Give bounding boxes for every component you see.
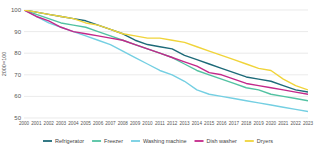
- series-line: [24, 10, 308, 92]
- series-line: [24, 10, 308, 101]
- legend-swatch: [195, 140, 204, 142]
- x-tick-label: 2014: [192, 121, 203, 126]
- x-tick-label: 2010: [142, 121, 153, 126]
- x-tick-label: 2001: [31, 121, 42, 126]
- grid-line: [24, 31, 308, 32]
- series-line: [24, 10, 308, 112]
- x-tick-label: 2012: [167, 121, 178, 126]
- legend: Refrigerator Freezer Washing machine Dish w…: [43, 138, 273, 144]
- legend-label: Refrigerator: [55, 138, 84, 144]
- y-tick-label: 60: [14, 93, 21, 99]
- x-tick-label: 2017: [229, 121, 240, 126]
- grid-line: [24, 53, 308, 54]
- y-tick-label: 90: [14, 29, 21, 35]
- legend-label: Freezer: [104, 138, 123, 144]
- x-tick-label: 2023: [303, 121, 314, 126]
- legend-swatch: [245, 140, 254, 142]
- grid-line: [24, 74, 308, 75]
- y-tick-label: 80: [14, 50, 21, 56]
- x-tick-label: 2008: [118, 121, 129, 126]
- x-tick-label: 2011: [155, 121, 165, 126]
- y-axis-label: 2000=100: [1, 52, 7, 77]
- x-tick-label: 2015: [204, 121, 215, 126]
- x-tick-label: 2009: [130, 121, 141, 126]
- x-tick-label: 2018: [241, 121, 252, 126]
- legend-swatch: [92, 140, 101, 142]
- x-tick-label: 2021: [278, 121, 289, 126]
- x-tick-label: 2005: [81, 121, 92, 126]
- legend-swatch: [131, 140, 140, 142]
- y-tick-label: 100: [11, 7, 22, 13]
- x-tick-label: 2002: [44, 121, 55, 126]
- legend-label: Washing machine: [143, 138, 187, 144]
- x-tick-label: 2019: [253, 121, 264, 126]
- series-line: [24, 10, 308, 90]
- x-tick-label: 2004: [68, 121, 79, 126]
- plot-area: [24, 10, 308, 112]
- legend-label: Dish washer: [207, 138, 237, 144]
- legend-swatch: [43, 140, 52, 142]
- x-tick-label: 2003: [56, 121, 67, 126]
- x-tick-label: 2022: [291, 121, 302, 126]
- x-tick-label: 2000: [19, 121, 30, 126]
- x-tick-label: 2006: [93, 121, 104, 126]
- legend-label: Dryers: [257, 138, 273, 144]
- x-tick-label: 2020: [266, 121, 277, 126]
- x-tick-label: 2013: [179, 121, 190, 126]
- x-tick-label: 2016: [216, 121, 227, 126]
- y-tick-label: 70: [14, 72, 21, 78]
- grid-line: [24, 118, 308, 119]
- grid-line: [24, 10, 308, 11]
- chart: 2000=10050607080901002000200120022003200…: [0, 0, 316, 151]
- series-line: [24, 10, 308, 94]
- x-tick-label: 2007: [105, 121, 116, 126]
- grid-line: [24, 96, 308, 97]
